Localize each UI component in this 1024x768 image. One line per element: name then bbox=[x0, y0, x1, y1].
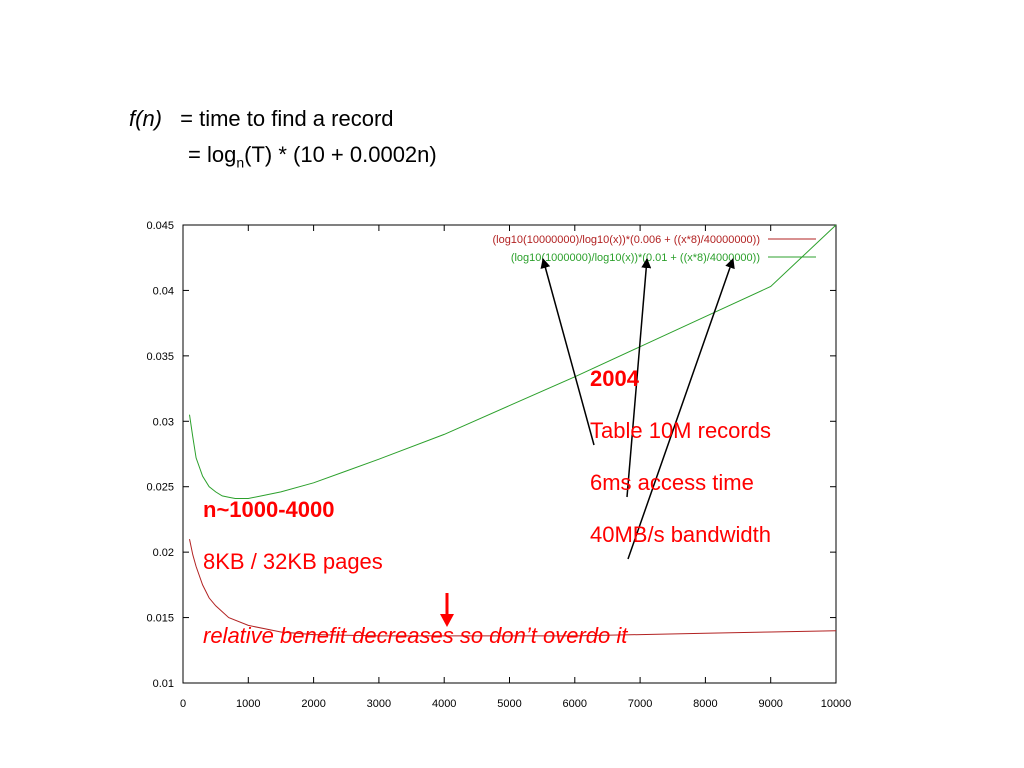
x-tick-label: 10000 bbox=[821, 698, 852, 710]
x-tick-label: 7000 bbox=[628, 698, 652, 710]
pointer-arrow-3 bbox=[627, 258, 735, 560]
x-tick-label: 2000 bbox=[301, 698, 325, 710]
legend-label-1: (log10(10000000)/log10(x))*(0.006 + ((x*… bbox=[492, 234, 760, 246]
access-time-label: 6ms access time bbox=[590, 470, 754, 495]
x-tick-label: 9000 bbox=[758, 698, 782, 710]
x-tick-label: 0 bbox=[180, 698, 186, 710]
formula-subscript: n bbox=[236, 154, 245, 171]
formula-line-1-text: = time to find a record bbox=[180, 106, 394, 131]
chart-series bbox=[189, 224, 837, 637]
pages-label: 8KB / 32KB pages bbox=[203, 549, 383, 574]
y-tick-label: 0.03 bbox=[153, 416, 174, 428]
records-label: Table 10M records bbox=[590, 418, 771, 443]
x-tick-label: 8000 bbox=[693, 698, 717, 710]
y-tick-label: 0.04 bbox=[153, 285, 174, 297]
series-line-2 bbox=[189, 224, 837, 499]
x-tick-label: 4000 bbox=[432, 698, 456, 710]
formula-line-2-suffix: (T) * (10 + 0.0002n) bbox=[244, 142, 437, 167]
annotation-arrows bbox=[440, 258, 735, 627]
formula-line-1: f(n) = time to find a record bbox=[129, 106, 394, 132]
series-line-1 bbox=[189, 538, 837, 637]
bandwidth-label: 40MB/s bandwidth bbox=[590, 522, 771, 547]
y-tick-label: 0.025 bbox=[146, 482, 174, 494]
pointer-arrow-1 bbox=[540, 258, 595, 446]
down-arrow-head bbox=[440, 614, 454, 627]
y-tick-label: 0.045 bbox=[146, 220, 174, 232]
chart-axes: 0 1000 2000 3000 4000 5000 6000 7000 8000 9000 100… bbox=[146, 220, 851, 710]
x-tick-label: 5000 bbox=[497, 698, 521, 710]
y-tick-label: 0.015 bbox=[146, 613, 174, 625]
x-tick-label: 1000 bbox=[236, 698, 260, 710]
pointer-arrow-2 bbox=[626, 258, 652, 498]
range-label: n~1000-4000 bbox=[203, 497, 335, 522]
function-name: f(n) bbox=[129, 106, 162, 131]
formula-line-2: = logn(T) * (10 + 0.0002n) bbox=[188, 142, 437, 170]
year-label: 2004 bbox=[590, 366, 639, 391]
y-tick-label: 0.01 bbox=[153, 678, 174, 690]
x-tick-label: 3000 bbox=[367, 698, 391, 710]
x-tick-label: 6000 bbox=[563, 698, 587, 710]
y-tick-label: 0.035 bbox=[146, 351, 174, 363]
benefit-label: relative benefit decreases so don’t over… bbox=[203, 623, 628, 648]
chart-legend: (log10(10000000)/log10(x))*(0.006 + ((x*… bbox=[492, 234, 816, 264]
legend-label-2: (log10(1000000)/log10(x))*(0.01 + ((x*8)… bbox=[511, 252, 760, 264]
formula-line-2-prefix: = log bbox=[188, 142, 237, 167]
plot-frame bbox=[182, 224, 837, 684]
y-tick-label: 0.02 bbox=[153, 547, 174, 559]
